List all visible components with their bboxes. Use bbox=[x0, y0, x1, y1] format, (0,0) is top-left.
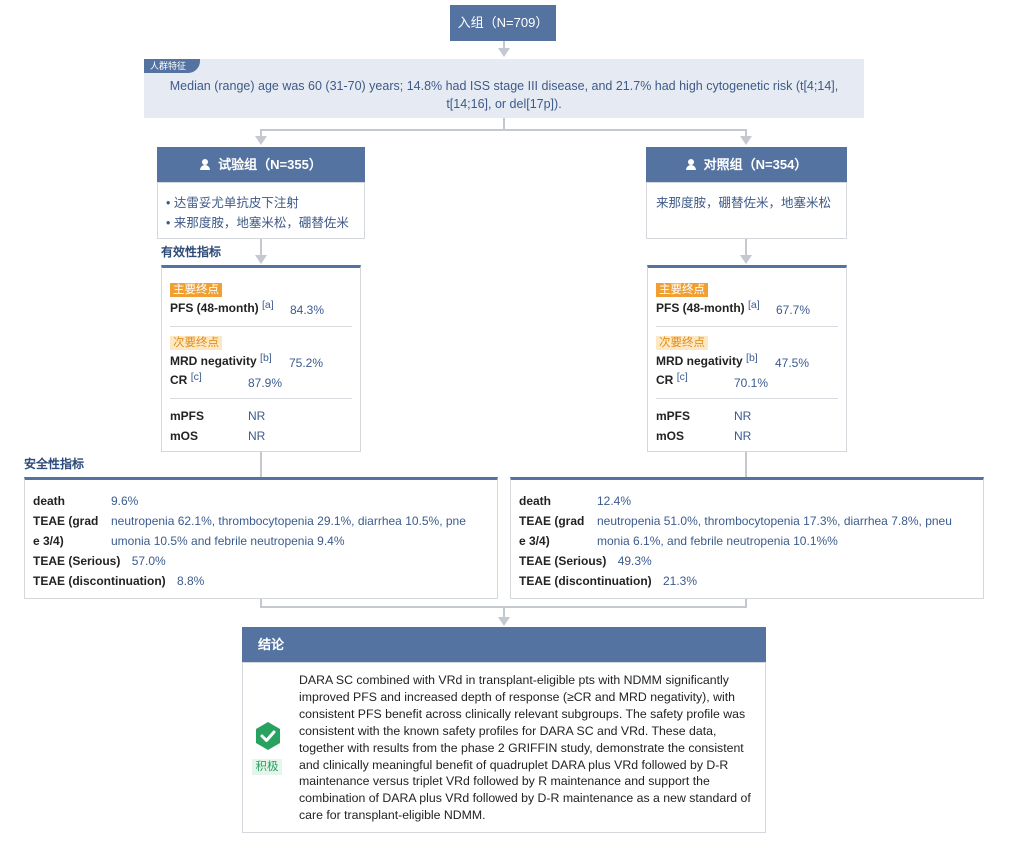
mrd-value: 47.5% bbox=[775, 356, 810, 370]
connector bbox=[503, 118, 505, 130]
efficacy-section-title: 有效性指标 bbox=[161, 245, 222, 259]
teae34-label: TEAE (grad e 3/4) bbox=[33, 514, 99, 548]
mos-label: mOS bbox=[656, 429, 685, 443]
teae34-value: neutropenia 51.0%, thrombocytopenia 17.3… bbox=[597, 514, 952, 548]
discontinuation-label: TEAE (discontinuation) bbox=[33, 574, 166, 588]
treatment-item: • 达雷妥尤单抗皮下注射 bbox=[166, 196, 299, 210]
discontinuation-value: 21.3% bbox=[663, 574, 698, 588]
arrow-icon bbox=[498, 48, 510, 57]
cr-note: [c] bbox=[676, 371, 688, 383]
arrow-icon bbox=[498, 617, 510, 626]
discontinuation-label: TEAE (discontinuation) bbox=[519, 574, 652, 588]
discontinuation-value: 8.8% bbox=[177, 574, 205, 588]
cr-value: 70.1% bbox=[734, 376, 769, 390]
mos-label: mOS bbox=[170, 429, 199, 443]
cr-value: 87.9% bbox=[248, 376, 283, 390]
mrd-label: MRD negativity bbox=[656, 354, 743, 368]
population-tag: 人群特征 bbox=[144, 59, 201, 73]
positive-badge: 积极 bbox=[252, 759, 282, 775]
serious-label: TEAE (Serious) bbox=[33, 554, 121, 568]
mpfs-value: NR bbox=[734, 409, 752, 423]
conclusion-header: 结论 bbox=[242, 627, 766, 662]
divider bbox=[170, 398, 352, 399]
mpfs-label: mPFS bbox=[656, 409, 691, 423]
treatment-item: • 来那度胺，地塞米松，硼替佐米 bbox=[166, 216, 349, 230]
arrow-icon bbox=[255, 255, 267, 264]
pfs-value: 84.3% bbox=[290, 303, 325, 317]
person-icon bbox=[200, 159, 211, 170]
connector bbox=[260, 239, 262, 256]
mpfs-label: mPFS bbox=[170, 409, 205, 423]
death-value: 9.6% bbox=[111, 494, 139, 508]
connector bbox=[503, 606, 505, 618]
experimental-safety-box: death 9.6% TEAE (grad e 3/4) neutropenia … bbox=[24, 477, 498, 599]
conclusion-text: DARA SC combined with VRd in transplant-… bbox=[299, 673, 751, 823]
arrow-icon bbox=[255, 136, 267, 145]
connector bbox=[745, 599, 747, 608]
treatment-item: 来那度胺，硼替佐米，地塞米松 bbox=[656, 196, 832, 210]
cr-label: CR bbox=[656, 373, 674, 387]
pfs-value: 67.7% bbox=[776, 303, 811, 317]
control-treatment-box: 来那度胺，硼替佐米，地塞米松 bbox=[646, 182, 847, 239]
mrd-label: MRD negativity bbox=[170, 354, 257, 368]
connector bbox=[260, 452, 262, 477]
primary-endpoint-tag: 主要终点 bbox=[170, 283, 222, 297]
arrow-icon bbox=[740, 255, 752, 264]
serious-value: 49.3% bbox=[617, 554, 652, 568]
divider bbox=[656, 326, 838, 327]
control-efficacy-box: 主要终点 PFS (48-month) [a] 67.7% 次要终点 MRD n… bbox=[647, 265, 847, 452]
check-shield-icon bbox=[256, 722, 280, 750]
mrd-value: 75.2% bbox=[289, 356, 324, 370]
experimental-efficacy-box: 主要终点 PFS (48-month) [a] 84.3% 次要终点 MRD n… bbox=[161, 265, 361, 452]
divider bbox=[170, 326, 352, 327]
cr-note: [c] bbox=[190, 371, 202, 383]
mpfs-value: NR bbox=[248, 409, 266, 423]
secondary-endpoint-tag: 次要终点 bbox=[170, 336, 222, 350]
mrd-note: [b] bbox=[746, 352, 758, 364]
experimental-treatment-box: • 达雷妥尤单抗皮下注射 • 来那度胺，地塞米松，硼替佐米 bbox=[157, 182, 365, 239]
death-label: death bbox=[33, 494, 66, 508]
mos-value: NR bbox=[248, 429, 266, 443]
death-value: 12.4% bbox=[597, 494, 632, 508]
divider bbox=[656, 398, 838, 399]
enrollment-box: 入组（N=709） bbox=[450, 5, 556, 41]
safety-section-title: 安全性指标 bbox=[24, 457, 85, 471]
cr-label: CR bbox=[170, 373, 188, 387]
experimental-arm-header: 试验组（N=355） bbox=[157, 147, 365, 182]
population-text: Median (range) age was 60 (31-70) years;… bbox=[169, 79, 839, 111]
connector bbox=[260, 599, 262, 608]
pfs-label: PFS (48-month) bbox=[656, 301, 745, 315]
conclusion-body: 积极 DARA SC combined with VRd in transpla… bbox=[242, 662, 766, 833]
pfs-note: [a] bbox=[748, 299, 760, 311]
connector bbox=[503, 41, 505, 50]
control-safety-box: death 12.4% TEAE (grad e 3/4) neutropenia… bbox=[510, 477, 984, 599]
population-panel: 人群特征 Median (range) age was 60 (31-70) y… bbox=[144, 59, 864, 118]
secondary-endpoint-tag: 次要终点 bbox=[656, 336, 708, 350]
connector bbox=[745, 129, 747, 138]
connector bbox=[260, 129, 747, 131]
serious-value: 57.0% bbox=[131, 554, 166, 568]
teae34-value: neutropenia 62.1%, thrombocytopenia 29.1… bbox=[111, 514, 466, 548]
pfs-note: [a] bbox=[262, 299, 274, 311]
mos-value: NR bbox=[734, 429, 752, 443]
connector bbox=[745, 239, 747, 256]
primary-endpoint-tag: 主要终点 bbox=[656, 283, 708, 297]
death-label: death bbox=[519, 494, 552, 508]
connector bbox=[260, 129, 262, 138]
control-arm-header: 对照组（N=354） bbox=[646, 147, 847, 182]
pfs-label: PFS (48-month) bbox=[170, 301, 259, 315]
teae34-label: TEAE (grad e 3/4) bbox=[519, 514, 585, 548]
enrollment-label: 入组（N=709） bbox=[457, 15, 549, 30]
serious-label: TEAE (Serious) bbox=[519, 554, 607, 568]
mrd-note: [b] bbox=[260, 352, 272, 364]
connector bbox=[745, 452, 747, 477]
arrow-icon bbox=[740, 136, 752, 145]
person-icon bbox=[685, 159, 696, 170]
